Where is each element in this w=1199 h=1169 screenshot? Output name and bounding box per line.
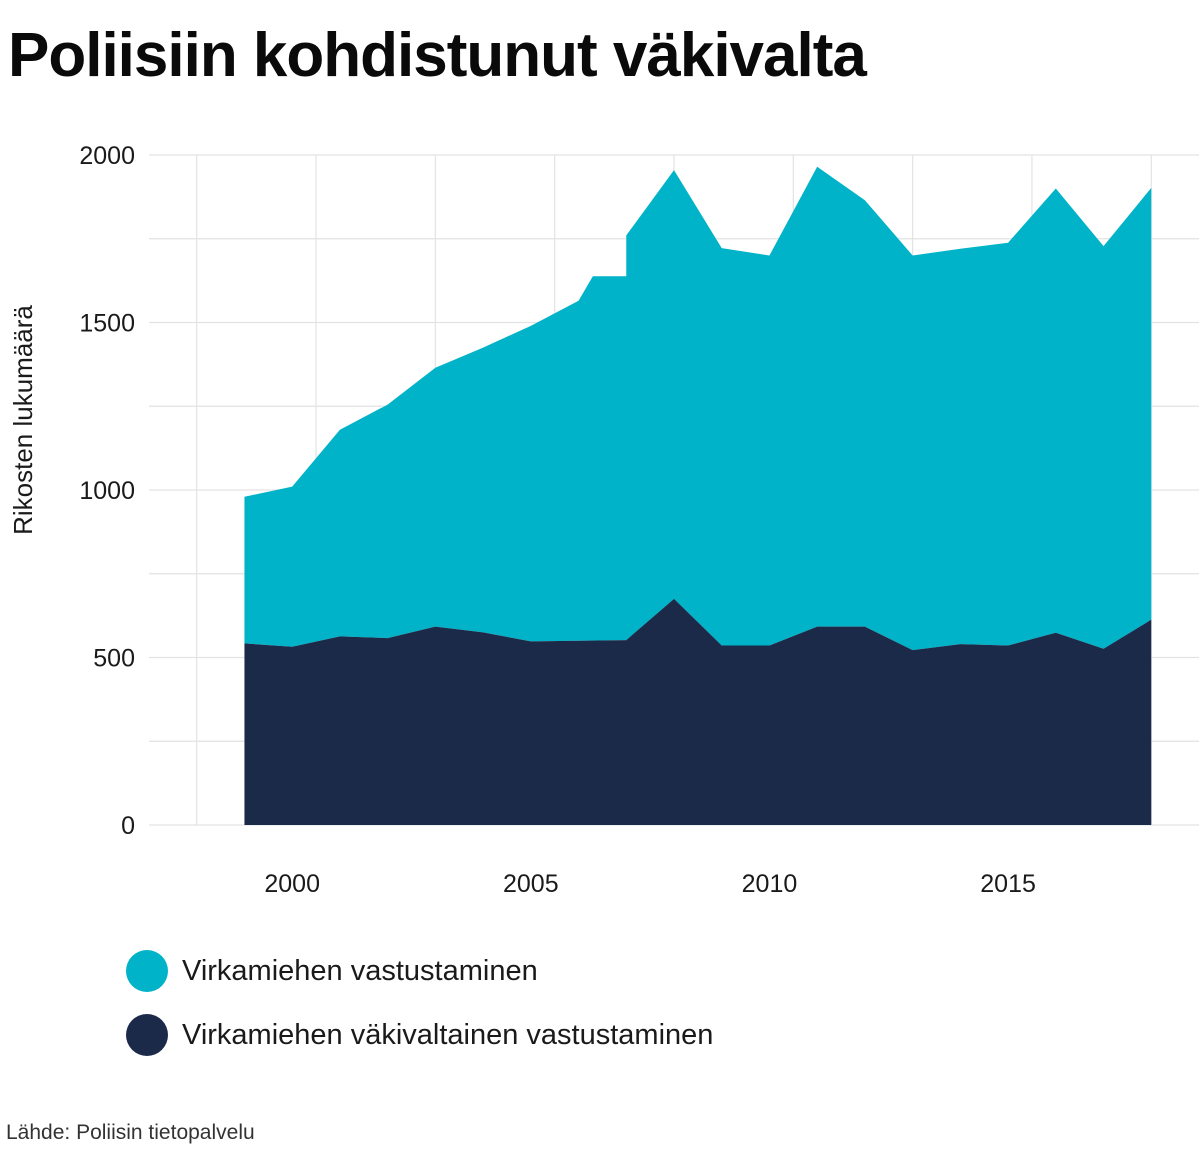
stacked-area-chart: 0 500 1000 1500 2000 2000 2005 2010 2015 Rikoste… — [8, 142, 1199, 898]
legend-swatch-vakivaltainen — [126, 1014, 168, 1056]
area-virkamiehen-vakivaltainen-vastustaminen — [244, 598, 1152, 825]
x-tick-label: 2000 — [264, 870, 320, 898]
x-tick-label: 2005 — [503, 870, 559, 898]
legend-swatch-vastustaminen — [126, 950, 168, 992]
y-tick-label: 1500 — [79, 310, 135, 338]
legend-label-vakivaltainen: Virkamiehen väkivaltainen vastustaminen — [182, 1018, 714, 1051]
legend: Virkamiehen vastustaminen Virkamiehen vä… — [126, 950, 713, 1078]
legend-item-vakivaltainen: Virkamiehen väkivaltainen vastustaminen — [126, 1014, 713, 1056]
area-series — [244, 166, 1152, 825]
area-virkamiehen-vastustaminen — [244, 166, 1152, 651]
legend-label-vastustaminen: Virkamiehen vastustaminen — [182, 954, 538, 987]
axis-labels: 0 500 1000 1500 2000 2000 2005 2010 2015 — [79, 142, 1036, 898]
y-tick-label: 500 — [93, 645, 135, 673]
legend-item-vastustaminen: Virkamiehen vastustaminen — [126, 950, 713, 992]
source-note: Lähde: Poliisin tietopalvelu — [6, 1121, 255, 1144]
y-tick-label: 2000 — [79, 142, 135, 170]
x-tick-label: 2015 — [980, 870, 1036, 898]
chart-title: Poliisiin kohdistunut väkivalta — [8, 21, 867, 90]
y-tick-label: 1000 — [79, 477, 135, 505]
y-tick-label: 0 — [121, 812, 135, 840]
y-axis-title: Rikosten lukumäärä — [8, 305, 38, 535]
x-tick-label: 2010 — [742, 870, 798, 898]
